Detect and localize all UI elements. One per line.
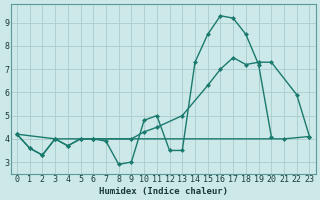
X-axis label: Humidex (Indice chaleur): Humidex (Indice chaleur) bbox=[99, 187, 228, 196]
